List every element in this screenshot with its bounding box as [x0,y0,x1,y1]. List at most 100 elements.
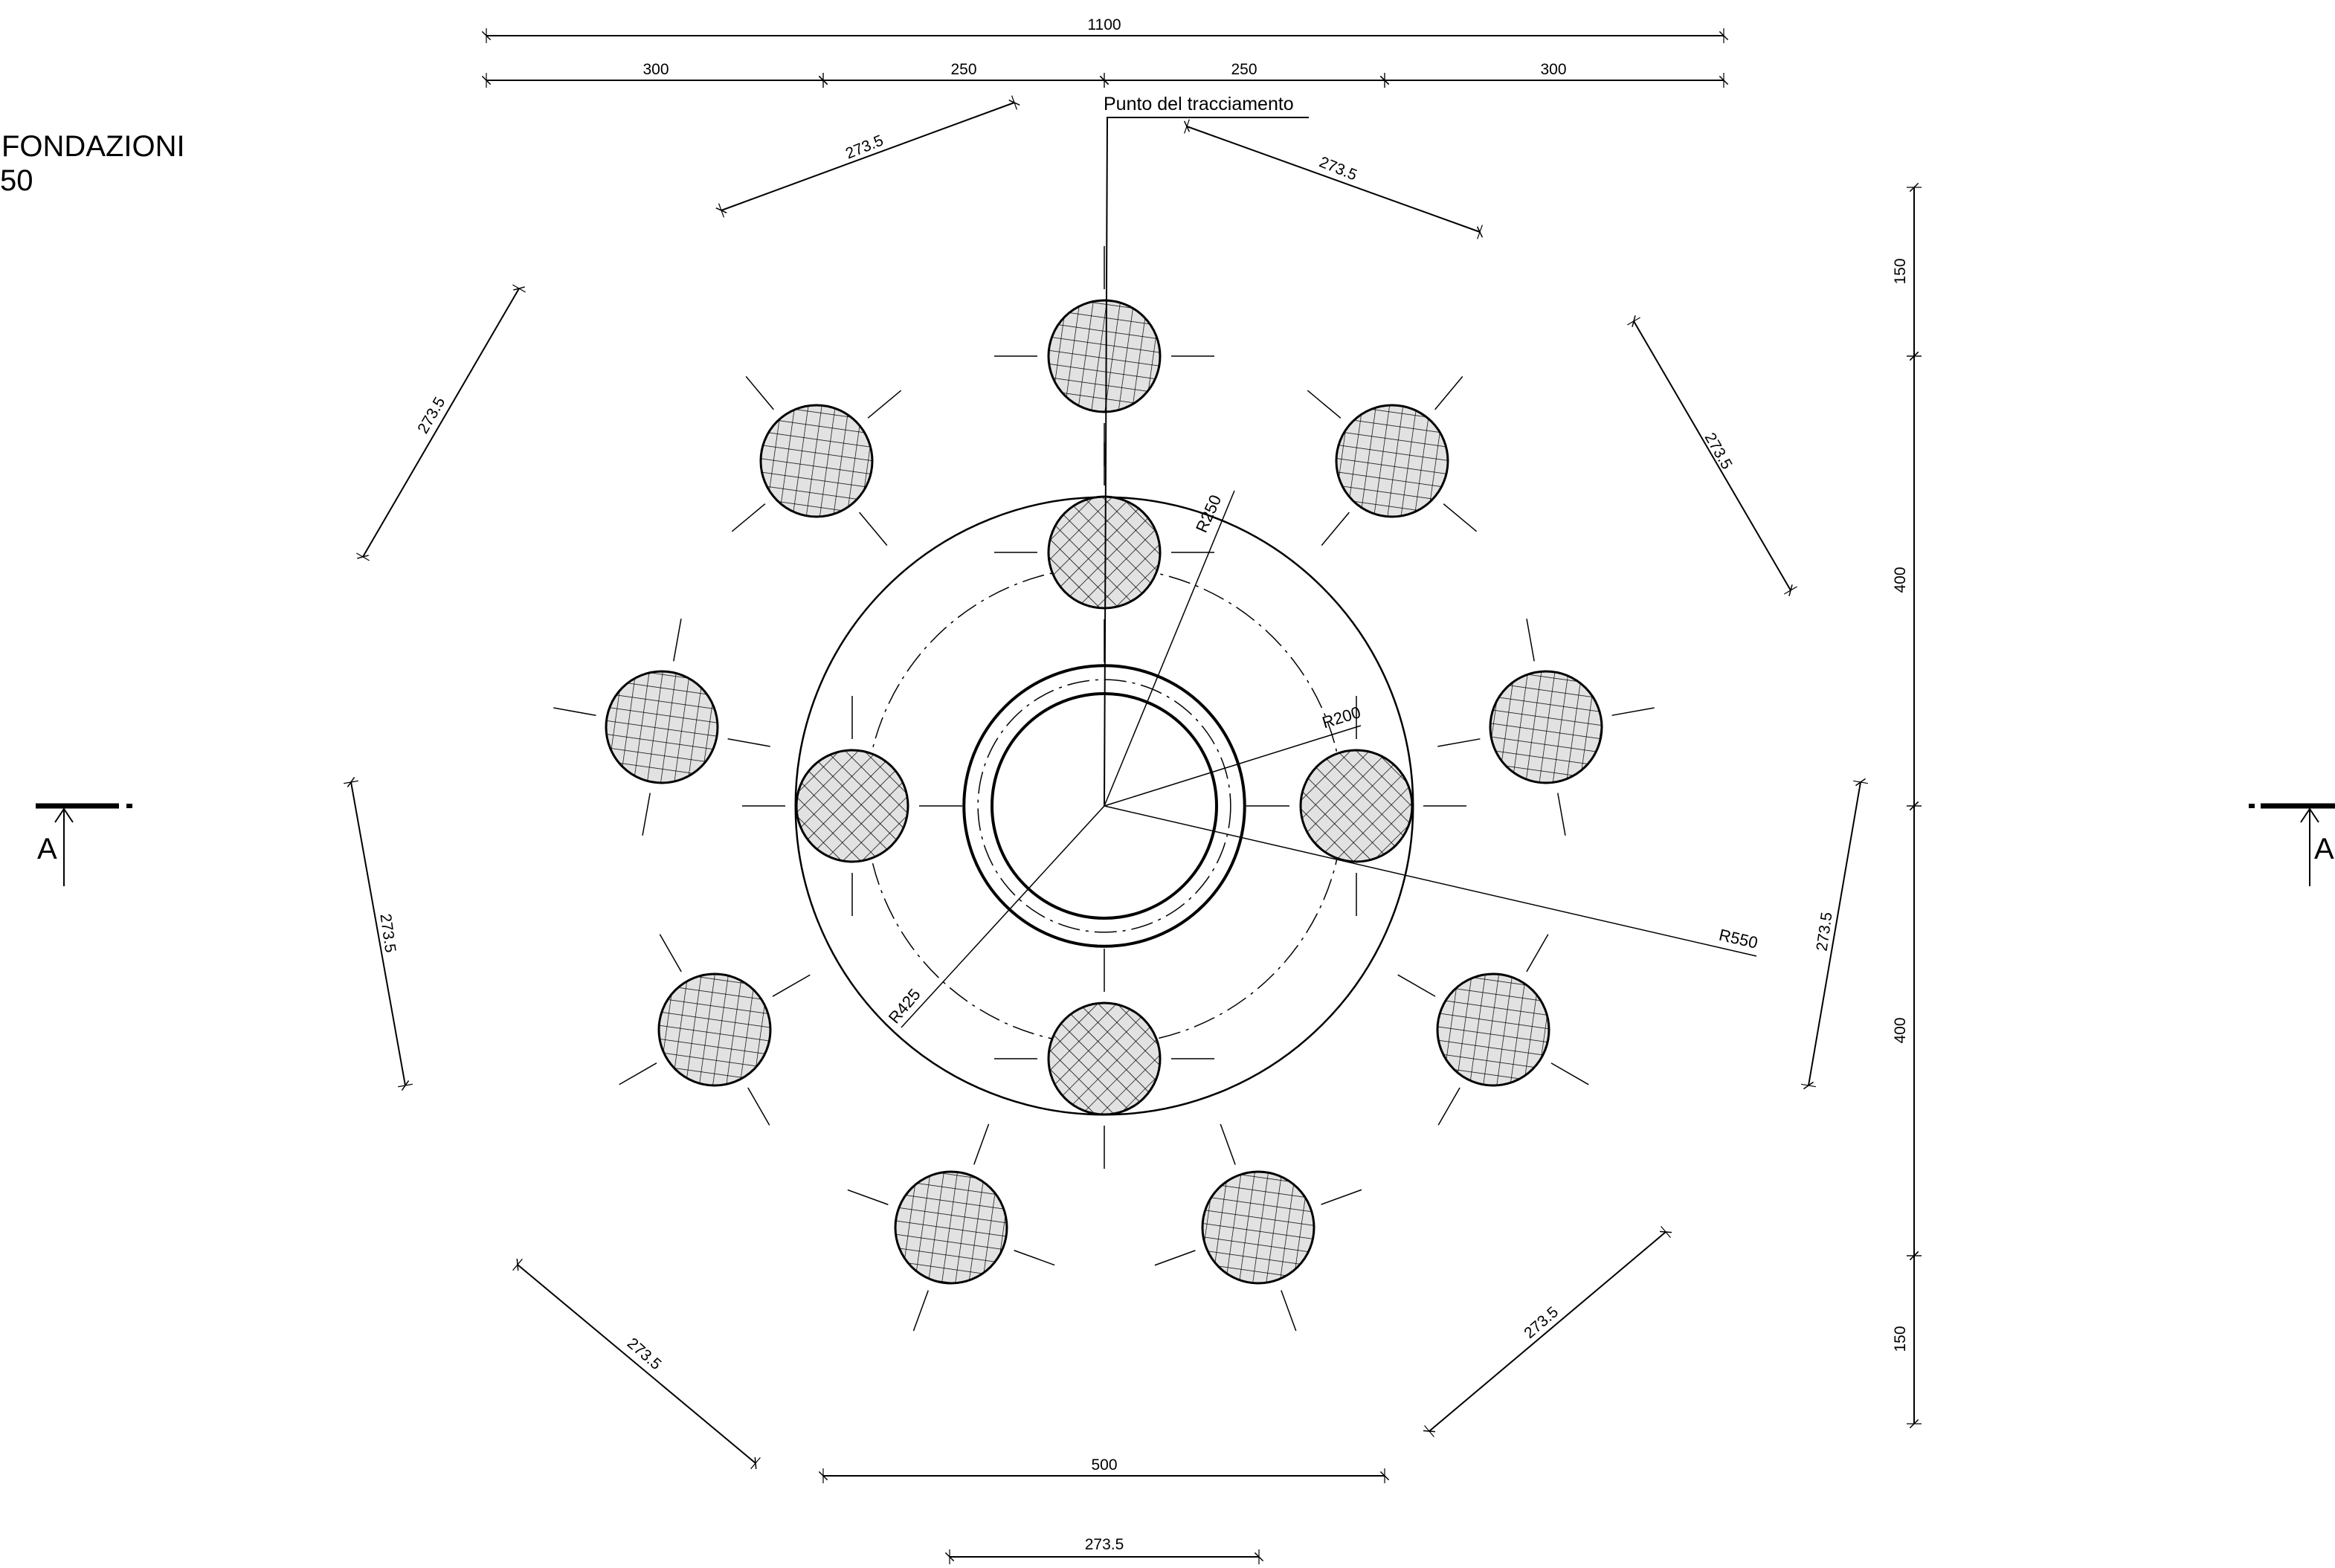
dim-line-chord-4-ext [1627,317,1640,326]
pile-axis-tick [1321,1189,1362,1205]
dim-line-chord-1 [721,102,1015,211]
dim-line-chord-4 [1633,320,1791,591]
setting-out-leader [1104,117,1309,807]
dim-chord-2: 273.5 [1317,153,1359,184]
dim-top-seg-3: 250 [1231,61,1257,78]
pile-axis-tick [1437,1087,1460,1126]
dim-line-chord-6 [1808,781,1861,1086]
pile-axis-tick [673,619,682,662]
pile-outer-3 [1489,670,1603,784]
section-mark-left: A [36,803,132,886]
pile-inner-4 [795,749,909,863]
dim-line-chord-7-ext [512,1258,523,1271]
leader-r200 [1104,725,1362,807]
pile-axis-tick [1611,707,1655,716]
pile-axis-tick [1281,1290,1297,1332]
foundation-geometry [553,246,1655,1332]
pile-axis-tick [867,390,902,419]
pile-inner-1 [1047,495,1162,610]
pile-outer-9 [759,404,874,518]
section-label-right: A [2314,833,2334,865]
pile-axis-tick [1526,934,1549,972]
dim-chord-9: 273.5 [1085,1536,1124,1553]
dim-line-chord-5-ext [398,1083,413,1088]
section-mark-right: A [2249,803,2335,886]
dim-line-chord-8-ext [1661,1225,1671,1239]
pile-axis-tick [1307,390,1342,419]
pile-outer-4 [1436,972,1550,1087]
pile-outer-2 [1335,404,1449,518]
dim-line-chord-7-ext [750,1456,761,1470]
pile-axis-tick [1434,375,1463,410]
pile-axis-tick [1550,1062,1589,1085]
dim-chord-3: 273.5 [414,394,448,436]
pile-axis-tick [745,375,774,410]
pile-outer-5 [1201,1170,1315,1285]
dim-line-chord-1-ext [718,203,725,218]
pile-axis-tick [731,503,766,532]
pile-axis-tick [659,934,682,972]
title-line-1: FONDAZIONI [1,130,185,163]
dim-right-lower: 400 [1892,1017,1909,1043]
pile-axis-tick [1443,503,1478,532]
radius-leaders [901,117,1757,1028]
dim-right-bottom: 150 [1892,1326,1909,1352]
pile-axis-tick [847,1189,889,1205]
dim-right-top: 150 [1892,258,1909,284]
radius-label-r250: R250 [1192,492,1225,535]
pile-axis-tick [973,1123,990,1165]
dim-line-chord-8-ext [1424,1425,1434,1438]
pile-axis-tick [553,707,596,716]
dim-chord-4: 273.5 [1701,430,1736,472]
dim-line-chord-5-ext [344,780,358,784]
leader-r250 [1104,490,1235,807]
pile-outer-7 [657,972,772,1087]
pile-axis-tick [859,512,888,546]
pile-axis-tick [772,974,811,997]
pile-axis-tick [1014,1250,1055,1266]
dim-line-chord-3 [362,288,520,558]
dim-right-upper: 400 [1892,567,1909,593]
dim-line-chord-5 [350,781,406,1086]
dim-line-chord-3-ext [512,284,526,293]
dim-line-chord-6-ext [1853,780,1868,784]
pile-axis-tick [1220,1123,1236,1165]
dim-line-chord-2-ext [1184,119,1190,134]
dim-line-chord-7 [517,1264,756,1464]
dim-line-chord-8 [1429,1231,1666,1432]
dim-chord-7: 273.5 [624,1335,665,1373]
setting-out-note: Punto del tracciamento [1104,94,1294,114]
pile-axis-tick [1321,512,1350,546]
radius-label-r425: R425 [885,985,924,1027]
title-line-2: 50 [0,164,33,197]
dim-bottom-width: 500 [1091,1456,1117,1474]
pile-outer-1 [1047,299,1162,413]
dim-line-chord-1-ext [1011,95,1018,110]
dimension-lines [344,28,1922,1564]
pile-axis-tick [1154,1250,1196,1266]
pile-axis-tick [1397,974,1436,997]
pile-axis-tick [1526,619,1535,662]
leader-r550 [1104,805,1757,957]
dim-line-chord-2 [1186,126,1481,233]
dim-top-seg-4: 300 [1540,61,1566,78]
dim-line-chord-6-ext [1801,1083,1816,1088]
dim-line-chord-2-ext [1477,225,1483,239]
pile-axis-tick [747,1087,770,1126]
pile-outer-6 [894,1170,1008,1285]
pile-axis-tick [619,1062,657,1085]
dim-top-total: 1100 [1087,16,1121,33]
pile-axis-tick [1437,738,1481,747]
dim-line-chord-3-ext [356,552,370,561]
leader-r425 [901,805,1105,1028]
pile-axis-tick [1557,793,1566,836]
section-label-left: A [37,833,57,865]
dim-line-chord-4-ext [1784,586,1797,595]
dim-top-seg-1: 300 [642,61,669,78]
dim-top-seg-2: 250 [950,61,976,78]
pile-axis-tick [912,1290,929,1332]
pile-axis-tick [727,738,770,747]
pile-inner-2 [1299,749,1414,863]
pile-axis-tick [642,793,651,836]
